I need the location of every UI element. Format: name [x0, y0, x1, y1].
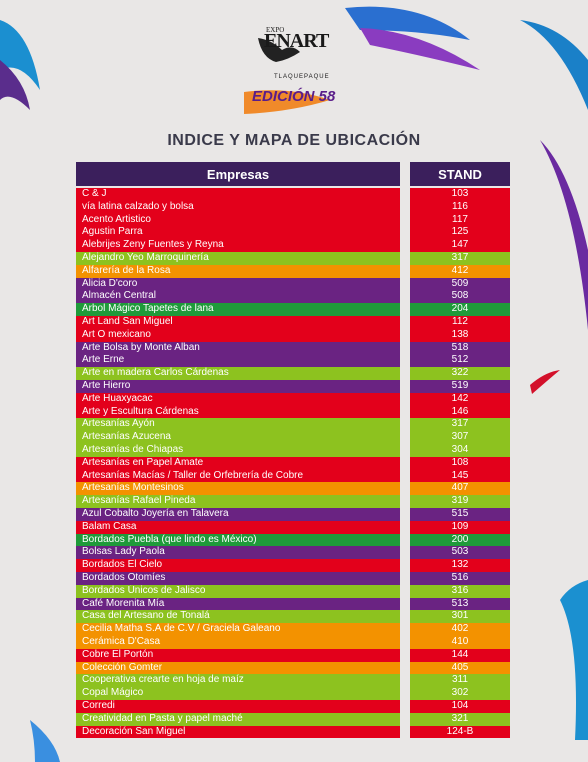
stand-number: 509 — [410, 277, 510, 291]
stand-number: 407 — [410, 482, 510, 496]
stand-number: 402 — [410, 623, 510, 636]
logo-brand: ENART — [264, 30, 329, 52]
logo-expo: EXPO — [266, 26, 285, 34]
company-name: Balam Casa — [76, 520, 400, 534]
company-name: Artesanías Montesinos — [76, 482, 400, 496]
stand-number: 307 — [410, 431, 510, 444]
company-name: Alfarería de la Rosa — [76, 264, 400, 278]
company-name: Bordados Otomíes — [76, 572, 400, 585]
logo-edition: EDICIÓN 58 — [252, 88, 336, 105]
stand-number: 518 — [410, 341, 510, 355]
stand-number: 316 — [410, 584, 510, 598]
company-name: Acento Artistico — [76, 213, 400, 227]
company-name: Café Morenita Mía — [76, 597, 400, 611]
stand-number: 142 — [410, 392, 510, 406]
stand-number: 410 — [410, 636, 510, 649]
company-name: Árbol Mágico Tapetes de lana — [76, 303, 400, 316]
company-name: vía latina calzado y bolsa — [76, 200, 400, 214]
company-name: Cerámica D'Casa — [76, 636, 400, 649]
company-name: Azul Cobalto Joyería en Talavera — [76, 508, 400, 521]
stand-number: 512 — [410, 354, 510, 368]
stand-number: 117 — [410, 213, 510, 227]
stand-number: 319 — [410, 495, 510, 508]
stand-number: 508 — [410, 290, 510, 304]
stand-number: 109 — [410, 520, 510, 534]
company-name: Agustin Parra — [76, 226, 400, 240]
company-name: C & J — [76, 188, 400, 201]
column-header: STAND — [410, 162, 510, 186]
company-name: Artesanías Macías / Taller de Orfebrería… — [76, 469, 400, 483]
logo-city: TLAQUEPAQUE — [274, 74, 330, 80]
company-name: Cobre El Portón — [76, 648, 400, 662]
company-name: Arte Bolsa by Monte Alban — [76, 341, 400, 355]
company-name: Art Land San Miguel — [76, 316, 400, 329]
stand-number: 317 — [410, 252, 510, 265]
company-name: Colección Gomter — [76, 661, 400, 675]
column-header: Empresas — [76, 162, 400, 186]
stand-number: 405 — [410, 661, 510, 675]
company-name: Artesanías Azucena — [76, 431, 400, 444]
stand-number: 503 — [410, 546, 510, 560]
stand-number: 322 — [410, 367, 510, 380]
stand-number: 519 — [410, 380, 510, 393]
stand-number: 132 — [410, 559, 510, 572]
stand-number: 412 — [410, 264, 510, 278]
stand-number: 515 — [410, 508, 510, 521]
stand-number: 116 — [410, 200, 510, 214]
company-name: Art O mexicano — [76, 328, 400, 342]
company-name: Arte Hierro — [76, 380, 400, 393]
company-name: Alebrijes Zeny Fuentes y Reyna — [76, 239, 400, 252]
company-name: Creatividad en Pasta y papel maché — [76, 712, 400, 726]
company-name: Cooperativa crearte en hoja de maíz — [76, 674, 400, 688]
stand-number: 125 — [410, 226, 510, 240]
stand-number: 103 — [410, 188, 510, 201]
company-name: Alejandro Yeo Marroquinería — [76, 252, 400, 265]
company-name: Artesanías Ayón — [76, 418, 400, 432]
stand-number: 146 — [410, 405, 510, 419]
stand-number: 516 — [410, 572, 510, 585]
stand-number: 145 — [410, 469, 510, 483]
company-name: Cecilia Matha S.A de C.V / Graciela Gale… — [76, 623, 400, 636]
company-name: Artesanías de Chiapas — [76, 444, 400, 457]
stand-number: 513 — [410, 597, 510, 611]
company-name: Arte en madera Carlos Cárdenas — [76, 367, 400, 380]
stand-number: 302 — [410, 687, 510, 700]
stand-number: 317 — [410, 418, 510, 432]
company-name: Casa del Artesano de Tonalá — [76, 610, 400, 624]
stand-number: 311 — [410, 674, 510, 688]
stand-number: 108 — [410, 456, 510, 470]
company-name: Arte Erne — [76, 354, 400, 368]
stand-number: 138 — [410, 328, 510, 342]
company-name: Almacén Central — [76, 290, 400, 304]
stand-number: 204 — [410, 303, 510, 316]
company-name: Arte y Escultura Cárdenas — [76, 405, 400, 419]
company-name: Alicia D'coro — [76, 277, 400, 291]
stand-number: 144 — [410, 648, 510, 662]
stand-number: 301 — [410, 610, 510, 624]
stand-number: 321 — [410, 712, 510, 726]
company-name: Decoración San Miguel — [76, 725, 400, 739]
stand-number: 124-B — [410, 725, 510, 739]
stand-number: 304 — [410, 444, 510, 457]
company-name: Corredi — [76, 700, 400, 713]
company-name: Bolsas Lady Paola — [76, 546, 400, 560]
company-name: Artesanías Rafael Pineda — [76, 495, 400, 508]
stand-number: 200 — [410, 533, 510, 547]
page-title: INDICE Y MAPA DE UBICACIÓN — [167, 132, 421, 149]
stand-number: 147 — [410, 239, 510, 252]
stand-number: 112 — [410, 316, 510, 329]
company-name: Bordados Únicos de Jalisco — [76, 584, 400, 598]
company-name: Copal Mágico — [76, 687, 400, 700]
stand-number: 104 — [410, 700, 510, 713]
company-name: Bordados El Cielo — [76, 559, 400, 572]
company-name: Arte Huaxyacac — [76, 392, 400, 406]
company-name: Bordados Puebla (que lindo es México) — [76, 533, 400, 547]
company-name: Artesanías en Papel Amate — [76, 456, 400, 470]
